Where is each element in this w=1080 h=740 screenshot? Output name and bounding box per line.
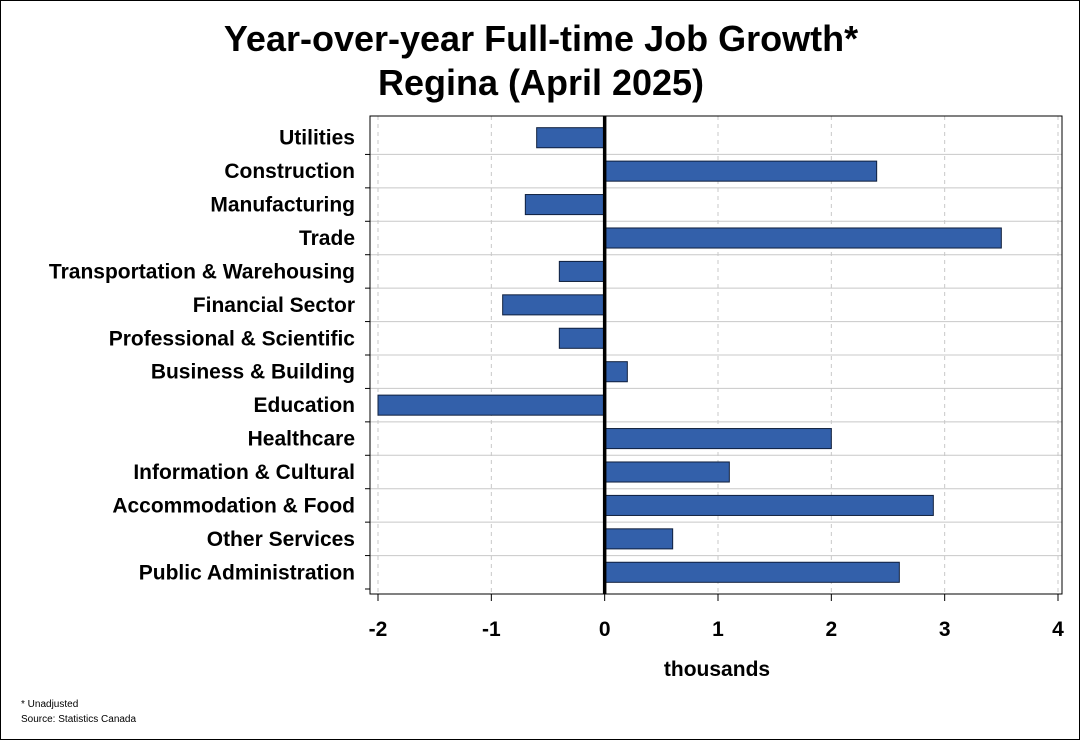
bar-4 — [558, 260, 606, 282]
category-label-0: Utilities — [279, 127, 355, 150]
bar-8 — [377, 394, 606, 416]
x-axis-title: thousands — [664, 658, 770, 681]
plot-area: Utilities Construction Manufacturing Trade T… — [49, 115, 1064, 641]
category-label-5: Financial Sector — [193, 294, 355, 317]
x-tick-label-0: -2 — [369, 618, 388, 641]
category-label-1: Construction — [224, 160, 355, 183]
bar-12 — [604, 528, 674, 550]
category-label-12: Other Services — [207, 528, 355, 551]
bar-0 — [536, 127, 606, 149]
category-label-13: Public Administration — [139, 561, 355, 584]
bar-6 — [558, 327, 606, 349]
x-tick-label-2: 0 — [599, 618, 611, 641]
bar-1 — [604, 160, 878, 182]
category-label-3: Trade — [299, 227, 355, 250]
bar-2 — [524, 194, 606, 216]
bar-3 — [604, 227, 1002, 249]
category-label-9: Healthcare — [248, 428, 355, 451]
bar-11 — [604, 494, 934, 516]
x-tick-label-1: -1 — [482, 618, 501, 641]
x-tick-label-3: 1 — [712, 618, 724, 641]
x-tick-label-6: 4 — [1052, 618, 1064, 641]
chart-title: Year-over-year Full-time Job Growth* — [224, 18, 858, 59]
category-label-7: Business & Building — [151, 361, 355, 384]
x-tick-label-4: 2 — [825, 618, 837, 641]
bar-9 — [604, 428, 832, 450]
category-label-8: Education — [253, 394, 355, 417]
category-label-11: Accommodation & Food — [112, 494, 355, 517]
bar-13 — [604, 561, 900, 583]
bar-7 — [604, 361, 628, 383]
category-label-4: Transportation & Warehousing — [49, 260, 355, 283]
bar-5 — [502, 294, 606, 316]
category-label-6: Professional & Scientific — [109, 327, 356, 350]
category-label-10: Information & Cultural — [133, 461, 355, 484]
bar-10 — [604, 461, 730, 483]
footnote-unadjusted: * Unadjusted — [21, 699, 78, 710]
x-tick-label-5: 3 — [939, 618, 951, 641]
footnote-source: Source: Statistics Canada — [21, 714, 136, 725]
category-label-2: Manufacturing — [210, 194, 355, 217]
chart-subtitle: Regina (April 2025) — [378, 62, 704, 103]
